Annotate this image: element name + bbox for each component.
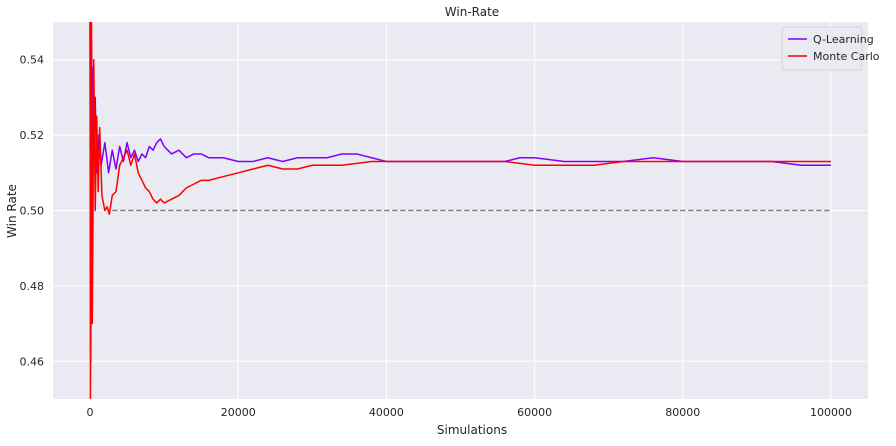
legend-label: Q-Learning bbox=[813, 33, 874, 46]
y-tick-label: 0.48 bbox=[20, 280, 45, 293]
series-line-1 bbox=[89, 22, 831, 399]
x-tick-label: 20000 bbox=[221, 406, 256, 419]
legend-label: Monte Carlo bbox=[813, 50, 880, 63]
x-tick-label: 0 bbox=[87, 406, 94, 419]
x-tick-label: 100000 bbox=[810, 406, 852, 419]
y-tick-labels: 0.46 0.48 0.50 0.52 0.54 bbox=[20, 54, 45, 369]
x-tick-label: 80000 bbox=[665, 406, 700, 419]
y-tick-label: 0.46 bbox=[20, 355, 45, 368]
y-tick-label: 0.50 bbox=[20, 205, 45, 218]
x-tick-labels: 0 20000 40000 60000 80000 100000 bbox=[87, 406, 852, 419]
legend: Q-Learning Monte Carlo bbox=[781, 26, 880, 71]
x-axis-label: Simulations bbox=[437, 423, 507, 437]
series-line-0 bbox=[89, 22, 831, 363]
x-tick-label: 40000 bbox=[369, 406, 404, 419]
y-axis-label: Win Rate bbox=[5, 184, 19, 238]
chart-title: Win-Rate bbox=[445, 5, 499, 19]
x-tick-label: 60000 bbox=[517, 406, 552, 419]
legend-box bbox=[781, 26, 863, 71]
y-tick-label: 0.54 bbox=[20, 54, 45, 67]
series-layer bbox=[89, 22, 831, 399]
y-tick-label: 0.52 bbox=[20, 129, 45, 142]
